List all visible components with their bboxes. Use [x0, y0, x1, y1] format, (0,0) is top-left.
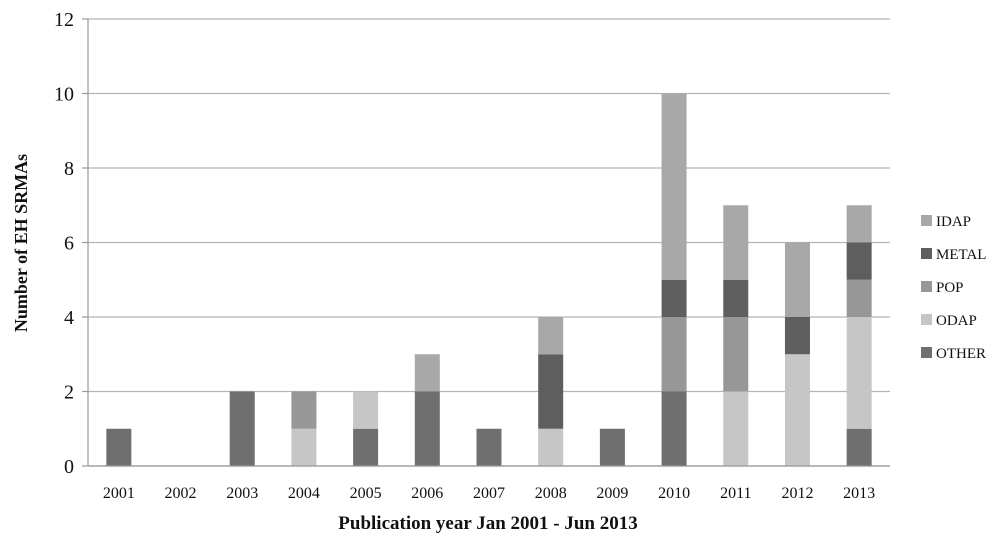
- bar-segment-pop-2004: [291, 391, 317, 429]
- x-tick-label: 2010: [658, 485, 690, 502]
- x-tick-label: 2001: [103, 485, 135, 502]
- x-tick-label: 2005: [350, 485, 382, 502]
- legend-label-other: OTHER: [936, 346, 986, 362]
- bar-segment-pop-2011: [723, 317, 749, 392]
- y-tick-label: 10: [54, 84, 74, 106]
- bar-segment-odap-2012: [784, 354, 810, 466]
- legend-swatch-other: [921, 347, 932, 358]
- bar-segment-metal-2008: [538, 354, 564, 429]
- legend-swatch-odap: [921, 314, 932, 325]
- y-tick-label: 12: [54, 9, 74, 31]
- x-tick-label: 2011: [720, 485, 751, 502]
- bar-segment-odap-2013: [846, 317, 872, 429]
- bar-segment-pop-2010: [661, 317, 687, 392]
- bar-segment-idap-2010: [661, 93, 687, 280]
- bar-segment-idap-2011: [723, 205, 749, 280]
- bar-segment-odap-2004: [291, 428, 317, 466]
- x-tick-label: 2013: [843, 485, 875, 502]
- x-tick-label: 2006: [411, 485, 443, 502]
- bar-segment-odap-2008: [538, 428, 564, 466]
- legend-label-odap: ODAP: [936, 313, 977, 329]
- bar-segment-metal-2011: [723, 279, 749, 317]
- bar-segment-other-2001: [106, 428, 132, 466]
- bar-segment-other-2013: [846, 428, 872, 466]
- x-tick-label: 2004: [288, 485, 320, 502]
- y-tick-labels: 0 2 4 6 8 10 12: [54, 9, 74, 478]
- bar-segment-idap-2006: [414, 354, 440, 392]
- legend-label-metal: METAL: [936, 247, 986, 263]
- y-tick-label: 0: [64, 456, 74, 478]
- y-tick-label: 8: [64, 158, 74, 180]
- bar-segment-idap-2012: [784, 242, 810, 317]
- bar-segment-odap-2005: [353, 391, 379, 429]
- bar-segment-pop-2013: [846, 279, 872, 317]
- legend: IDAP METAL POP ODAP OTHER: [921, 214, 986, 362]
- y-axis-label: Number of EH SRMAs: [11, 154, 31, 332]
- x-tick-label: 2008: [535, 485, 567, 502]
- bars: [106, 93, 872, 466]
- bar-segment-other-2005: [353, 428, 379, 466]
- x-tick-label: 2003: [226, 485, 258, 502]
- x-axis-label: Publication year Jan 2001 - Jun 2013: [338, 513, 637, 534]
- legend-label-pop: POP: [936, 280, 964, 296]
- bar-segment-metal-2013: [846, 242, 872, 280]
- bar-segment-idap-2013: [846, 205, 872, 243]
- bar-segment-idap-2008: [538, 317, 564, 355]
- bar-segment-other-2010: [661, 391, 687, 466]
- x-tick-label: 2007: [473, 485, 505, 502]
- bar-segment-metal-2010: [661, 279, 687, 317]
- grid-lines: [82, 18, 890, 467]
- x-tick-labels: 2001 2002 2003 2004 2005 2006 2007 2008 2009 2010…: [103, 485, 875, 502]
- y-tick-label: 6: [64, 233, 74, 255]
- bar-segment-odap-2011: [723, 391, 749, 466]
- x-tick-label: 2002: [165, 485, 197, 502]
- y-tick-label: 4: [64, 307, 74, 329]
- bar-segment-other-2009: [599, 428, 625, 466]
- bar-segment-other-2003: [229, 391, 255, 466]
- legend-swatch-pop: [921, 281, 932, 292]
- legend-label-idap: IDAP: [936, 214, 971, 230]
- x-tick-label: 2012: [781, 485, 813, 502]
- bar-segment-other-2007: [476, 428, 502, 466]
- x-tick-label: 2009: [596, 485, 628, 502]
- bar-segment-metal-2012: [784, 317, 810, 355]
- legend-swatch-metal: [921, 248, 932, 259]
- bar-segment-other-2006: [414, 391, 440, 466]
- y-tick-label: 2: [64, 382, 74, 404]
- legend-swatch-idap: [921, 215, 932, 226]
- axes: [87, 19, 890, 467]
